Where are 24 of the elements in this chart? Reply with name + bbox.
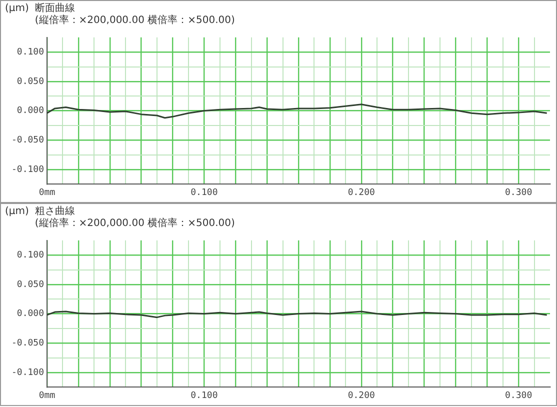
y-axis-title: (μm) [5, 3, 29, 16]
x-tick-label: 0.100 [190, 188, 218, 198]
chart-subtitle: (縦倍率：×200,000.00 横倍率：×500.00) [34, 218, 235, 230]
y-tick-label: -0.050 [11, 338, 44, 349]
x-tick-label: 0.100 [190, 390, 218, 401]
x-tick-label: 0.200 [348, 188, 375, 198]
x-tick-label: 0.300 [505, 390, 532, 401]
chart-subtitle: (縦倍率：×200,000.00 横倍率：×500.00) [34, 15, 235, 27]
x-tick-label: 0.300 [505, 188, 532, 198]
y-tick-label: -0.050 [11, 136, 44, 146]
x-tick-label: 0mm [38, 390, 56, 401]
y-tick-label: 0.050 [16, 76, 44, 87]
y-tick-label: 0.050 [16, 280, 44, 290]
y-tick-label: -0.100 [11, 368, 44, 378]
chart-title: 断面曲線 [34, 3, 76, 14]
y-tick-label: 0.100 [16, 250, 44, 260]
y-tick-label: 0.000 [16, 309, 44, 320]
y-tick-label: -0.100 [11, 164, 44, 175]
y-tick-label: 0.100 [16, 47, 44, 58]
y-tick-label: 0.000 [16, 106, 44, 116]
y-axis-title: (μm) [5, 206, 29, 219]
x-tick-label: 0mm [38, 188, 56, 198]
chart-title: 粗さ曲線 [34, 206, 76, 218]
x-tick-label: 0.200 [348, 390, 375, 401]
